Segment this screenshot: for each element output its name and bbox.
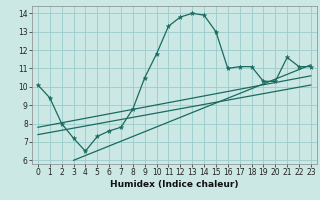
X-axis label: Humidex (Indice chaleur): Humidex (Indice chaleur) bbox=[110, 180, 239, 189]
